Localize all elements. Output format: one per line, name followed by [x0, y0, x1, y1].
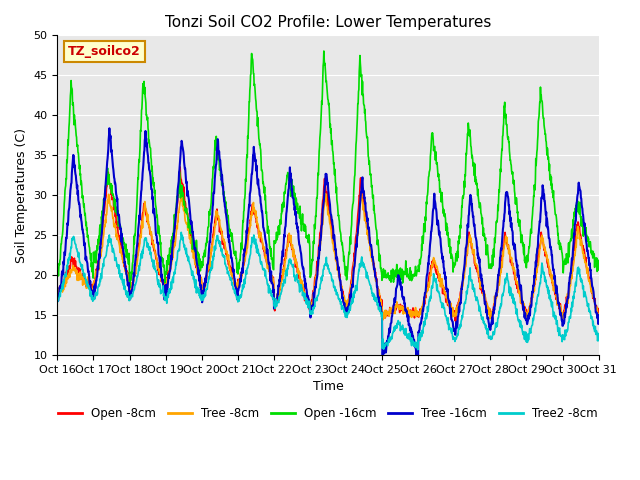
Tree -8cm: [118, 249, 125, 254]
Open -8cm: [176, 164, 184, 170]
Tree -16cm: [362, 208, 369, 214]
Line: Open -16cm: Open -16cm: [58, 51, 598, 288]
Open -8cm: [305, 303, 312, 309]
Line: Tree -8cm: Tree -8cm: [58, 193, 598, 320]
Tree -8cm: [379, 317, 387, 323]
Open -16cm: [295, 208, 303, 214]
Tree -16cm: [95, 252, 103, 257]
Open -8cm: [284, 243, 291, 249]
Open -8cm: [362, 210, 369, 216]
Tree -8cm: [362, 217, 369, 223]
Tree -16cm: [295, 235, 303, 241]
Open -8cm: [452, 318, 460, 324]
Tree -16cm: [414, 353, 422, 359]
Tree -8cm: [284, 242, 291, 248]
Text: TZ_soilco2: TZ_soilco2: [68, 45, 141, 58]
Line: Open -8cm: Open -8cm: [58, 167, 598, 321]
Tree -16cm: [106, 125, 113, 131]
Tree -8cm: [595, 311, 602, 317]
Open -16cm: [95, 238, 103, 243]
Tree -16cm: [305, 295, 312, 301]
Tree2 -8cm: [177, 229, 185, 235]
Open -16cm: [320, 48, 328, 54]
Y-axis label: Soil Temperatures (C): Soil Temperatures (C): [15, 128, 28, 263]
Tree -16cm: [118, 231, 125, 237]
Tree2 -8cm: [118, 276, 125, 282]
Open -16cm: [54, 265, 61, 271]
Tree -8cm: [54, 288, 61, 293]
Legend: Open -8cm, Tree -8cm, Open -16cm, Tree -16cm, Tree2 -8cm: Open -8cm, Tree -8cm, Open -16cm, Tree -…: [54, 402, 602, 425]
Open -8cm: [295, 272, 303, 278]
Open -8cm: [118, 243, 125, 249]
Tree2 -8cm: [284, 265, 291, 271]
Tree -8cm: [305, 300, 312, 306]
Title: Tonzi Soil CO2 Profile: Lower Temperatures: Tonzi Soil CO2 Profile: Lower Temperatur…: [165, 15, 491, 30]
Open -8cm: [95, 252, 103, 258]
Tree2 -8cm: [362, 267, 369, 273]
Tree -16cm: [284, 200, 291, 205]
Open -16cm: [284, 173, 291, 179]
Line: Tree -16cm: Tree -16cm: [58, 128, 598, 356]
Tree2 -8cm: [295, 277, 303, 283]
Open -8cm: [54, 284, 61, 290]
Open -16cm: [118, 228, 125, 234]
Open -8cm: [595, 312, 602, 318]
Tree -8cm: [295, 270, 303, 276]
Tree -16cm: [595, 314, 602, 320]
Tree2 -8cm: [305, 305, 312, 311]
X-axis label: Time: Time: [312, 380, 344, 393]
Tree -16cm: [54, 293, 61, 299]
Tree2 -8cm: [595, 337, 602, 343]
Tree2 -8cm: [414, 347, 422, 353]
Open -16cm: [126, 285, 134, 291]
Open -16cm: [305, 240, 312, 245]
Tree2 -8cm: [54, 299, 61, 304]
Line: Tree2 -8cm: Tree2 -8cm: [58, 232, 598, 350]
Open -16cm: [362, 128, 370, 133]
Tree -8cm: [177, 191, 185, 196]
Tree -8cm: [95, 261, 103, 266]
Tree2 -8cm: [95, 283, 103, 288]
Open -16cm: [595, 267, 602, 273]
